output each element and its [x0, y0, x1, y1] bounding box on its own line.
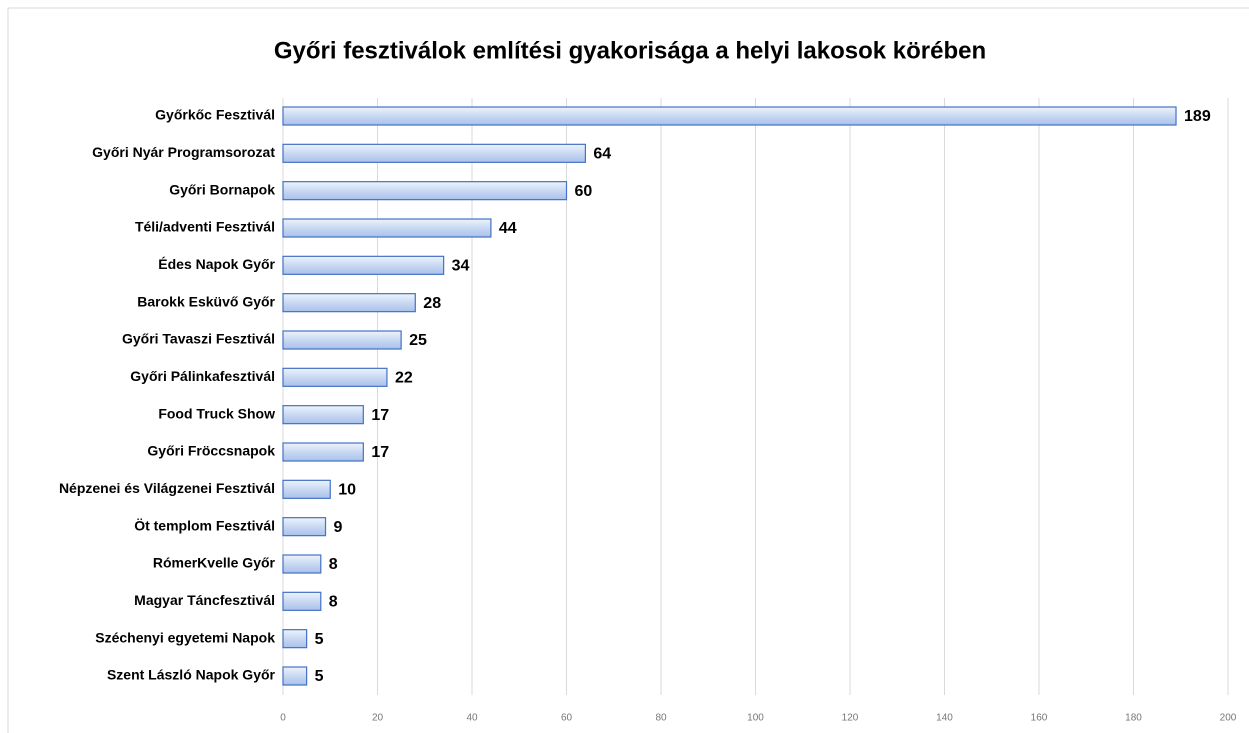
category-label: Barokk Esküvő Győr	[137, 293, 275, 309]
bar	[282, 405, 364, 425]
bar	[282, 181, 568, 201]
category-label: Szent László Napok Győr	[107, 667, 276, 683]
value-label: 34	[452, 258, 470, 275]
value-label: 64	[593, 146, 611, 163]
bar	[282, 629, 308, 649]
bar	[282, 106, 1177, 126]
value-label: 9	[334, 519, 343, 536]
bar	[282, 330, 402, 350]
x-tick-label: 100	[747, 713, 764, 724]
category-label: Győri Pálinkafesztivál	[130, 368, 275, 384]
category-label: Győri Tavaszi Fesztivál	[122, 331, 275, 347]
x-tick-label: 200	[1220, 713, 1237, 724]
bar	[282, 591, 322, 611]
chart-title: Győri fesztiválok említési gyakorisága a…	[274, 37, 986, 64]
bar	[282, 143, 586, 163]
bar	[282, 517, 327, 537]
x-tick-label: 180	[1125, 713, 1142, 724]
value-label: 25	[409, 332, 427, 349]
category-label: Győrkőc Fesztivál	[155, 107, 275, 123]
value-label: 5	[315, 631, 324, 648]
category-label: Öt templom Fesztivál	[134, 517, 275, 533]
value-label: 60	[575, 183, 593, 200]
category-label: Food Truck Show	[158, 405, 275, 421]
value-label: 17	[371, 407, 389, 424]
x-tick-label: 60	[561, 713, 573, 724]
value-label: 8	[329, 594, 338, 611]
chart-border	[7, 7, 1249, 733]
bar	[282, 255, 445, 275]
category-label: Magyar Táncfesztivál	[134, 592, 275, 608]
value-label: 17	[371, 444, 389, 461]
category-label: RómerKvelle Győr	[153, 555, 276, 571]
category-label: Téli/adventi Fesztivál	[135, 219, 275, 235]
category-label: Győri Bornapok	[169, 181, 275, 197]
x-tick-label: 40	[466, 713, 478, 724]
value-label: 5	[315, 668, 324, 685]
bar	[282, 479, 331, 499]
category-label: Széchenyi egyetemi Napok	[95, 629, 275, 645]
value-label: 8	[329, 556, 338, 573]
category-label: Édes Napok Győr	[158, 256, 275, 272]
value-label: 10	[338, 482, 356, 499]
category-label: Győri Fröccsnapok	[147, 443, 275, 459]
bar	[282, 367, 388, 387]
value-label: 189	[1184, 108, 1211, 125]
category-label: Győri Nyár Programsorozat	[92, 144, 275, 160]
x-tick-label: 80	[655, 713, 667, 724]
x-tick-label: 120	[842, 713, 859, 724]
bar	[282, 554, 322, 574]
category-label: Népzenei és Világzenei Fesztivál	[59, 480, 275, 496]
x-tick-label: 160	[1031, 713, 1048, 724]
x-tick-label: 20	[372, 713, 384, 724]
x-tick-label: 140	[936, 713, 953, 724]
value-label: 44	[499, 220, 517, 237]
bar	[282, 442, 364, 462]
x-tick-label: 0	[280, 713, 286, 724]
value-label: 28	[423, 295, 441, 312]
bar	[282, 218, 492, 238]
bar	[282, 666, 308, 686]
bar	[282, 293, 416, 313]
value-label: 22	[395, 370, 413, 387]
